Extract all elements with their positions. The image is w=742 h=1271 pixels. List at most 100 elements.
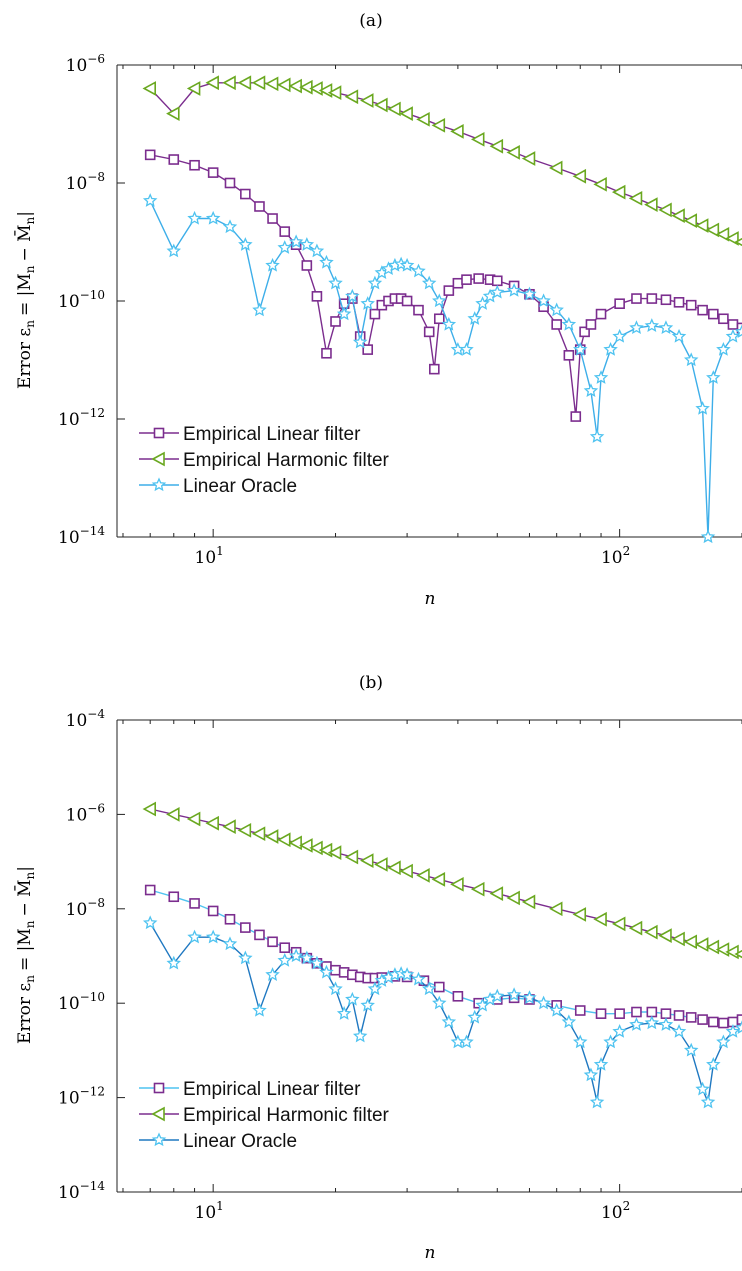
data-point-empirical-linear-filter [168,154,180,165]
data-point-empirical-harmonic-filter [205,815,219,831]
data-point-empirical-harmonic-filter [318,83,333,98]
data-point-linear-oracle [288,948,304,963]
data-point-empirical-linear-filter [433,981,445,993]
data-point-empirical-harmonic-filter [725,231,739,246]
data-point-linear-oracle [187,210,202,225]
data-point-empirical-linear-filter [369,308,381,320]
data-point-linear-oracle [536,995,551,1010]
data-point-linear-oracle [522,990,537,1004]
data-point-linear-oracle [142,193,158,207]
data-point-linear-oracle [222,219,238,234]
data-point-empirical-linear-filter [279,942,291,953]
data-point-empirical-linear-filter [574,1005,586,1016]
panel-label-b: (b) [359,673,383,693]
data-point-empirical-harmonic-filter [166,106,180,121]
panel-b: (b) 101 102 10−14 10−12 10−10 10−8 10−6 10−4 Emp… [13,673,742,1263]
series-line-empirical-harmonic-filter [150,808,742,955]
data-point-empirical-harmonic-filter [489,886,504,901]
data-point-empirical-linear-filter [168,891,180,903]
data-point-empirical-harmonic-filter [166,807,180,822]
data-point-empirical-linear-filter [461,274,472,285]
x-tick-label: 102 [601,1199,630,1223]
data-point-empirical-linear-filter [443,285,455,296]
data-point-linear-oracle [644,1015,660,1030]
data-point-empirical-harmonic-filter [431,872,446,887]
data-point-linear-oracle [277,240,292,254]
data-point-empirical-harmonic-filter [360,853,374,868]
data-point-empirical-harmonic-filter [549,160,563,176]
data-point-empirical-linear-filter [267,213,278,224]
data-point-empirical-harmonic-filter [416,111,430,127]
data-point-linear-oracle [265,967,280,981]
data-point-linear-oracle [360,296,375,310]
data-point-linear-oracle [683,1042,699,1057]
y-tick-label: 10−12 [58,406,105,430]
data-point-linear-oracle [671,1024,687,1038]
data-point-empirical-linear-filter [433,313,445,325]
data-point-linear-oracle [583,383,599,398]
data-point-empirical-harmonic-filter [142,801,156,817]
data-point-empirical-harmonic-filter [671,931,685,947]
legend-label: Linear Oracle [183,476,297,497]
data-point-linear-oracle [277,952,292,967]
data-point-empirical-harmonic-filter [628,190,643,206]
data-point-empirical-linear-filter [736,322,742,334]
data-point-empirical-linear-filter [673,1010,685,1021]
series-line-empirical-harmonic-filter [149,82,742,243]
data-point-empirical-harmonic-filter [593,176,607,192]
data-point-empirical-harmonic-filter [277,832,291,848]
x-axis-label-b: n [425,1243,436,1263]
data-point-linear-oracle [222,936,238,951]
data-point-empirical-harmonic-filter [431,117,446,133]
data-point-empirical-linear-filter [614,1008,625,1019]
data-point-linear-oracle [328,275,343,290]
data-point-linear-oracle [432,293,447,308]
data-point-empirical-linear-filter [660,1008,672,1019]
data-point-linear-oracle [441,316,457,331]
y-axis-label-a: Error εn= |Mn− M̄n| [13,211,37,389]
data-point-linear-oracle [573,341,588,356]
legend-label: Empirical Linear filter [183,1079,361,1100]
data-point-linear-oracle [734,324,742,339]
panel-label-a: (a) [359,11,382,31]
data-point-empirical-harmonic-filter [611,916,626,932]
data-point-linear-oracle [603,1034,618,1049]
data-point-empirical-linear-filter [207,905,219,917]
data-point-linear-oracle [695,400,710,415]
data-point-linear-oracle [252,302,267,317]
y-tick-label: 10−12 [58,1085,105,1109]
data-point-linear-oracle [522,286,537,301]
data-point-empirical-linear-filter [189,898,200,909]
data-point-empirical-harmonic-filter [694,937,709,952]
data-point-linear-oracle [467,311,482,325]
data-point-linear-oracle [309,955,325,970]
data-point-empirical-harmonic-filter [644,924,658,940]
data-point-empirical-harmonic-filter [471,131,485,147]
data-point-empirical-harmonic-filter [593,911,607,927]
data-point-linear-oracle [336,1006,352,1020]
data-point-linear-oracle [706,370,721,384]
data-point-empirical-harmonic-filter [715,226,730,242]
data-point-empirical-linear-filter [423,326,435,338]
data-point-empirical-linear-filter [685,1012,697,1023]
data-point-empirical-harmonic-filter [658,202,672,218]
y-tick-label: 10−10 [58,288,105,312]
data-point-linear-oracle [683,352,699,367]
data-point-linear-oracle [561,1014,577,1029]
data-point-empirical-linear-filter [563,350,575,361]
data-point-empirical-linear-filter [311,291,323,302]
data-point-empirical-linear-filter [697,1014,708,1025]
data-point-empirical-harmonic-filter [683,934,698,950]
data-point-empirical-harmonic-filter [251,826,266,842]
legend-label: Linear Oracle [183,1131,297,1152]
data-point-linear-oracle [589,429,605,443]
data-point-linear-oracle [319,254,334,269]
data-point-linear-oracle [583,1067,599,1082]
data-point-linear-oracle [561,316,577,331]
data-point-empirical-linear-filter [660,294,672,306]
data-point-empirical-harmonic-filter [387,860,401,876]
data-point-empirical-harmonic-filter [705,939,720,955]
x-axis-label-a: n [425,589,436,609]
legend-marker [153,1082,165,1094]
y-tick-label: 10−4 [66,707,106,731]
